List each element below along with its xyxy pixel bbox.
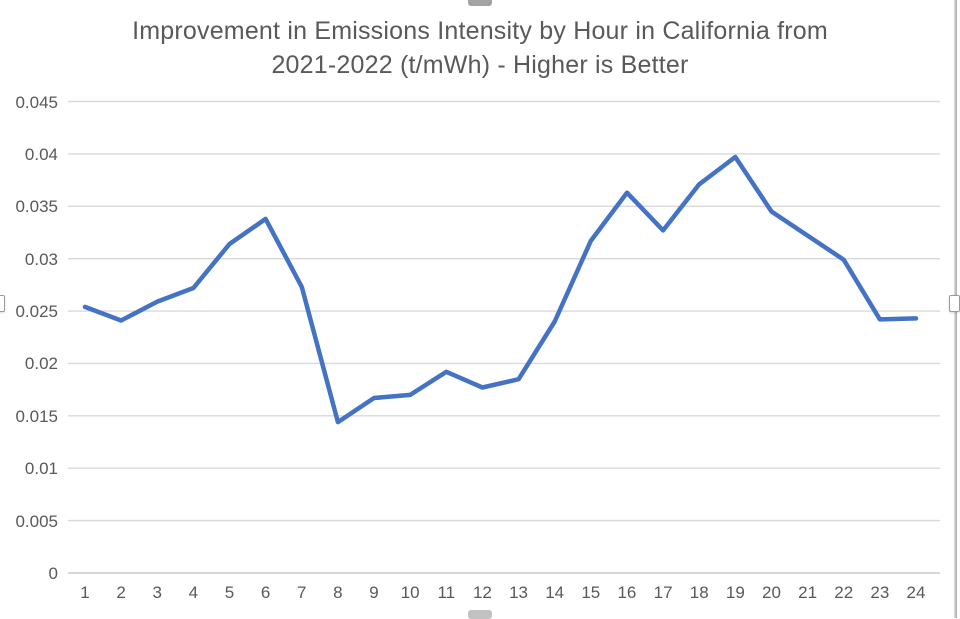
x-tick-label: 9 <box>369 583 379 602</box>
x-tick-label: 4 <box>188 583 199 602</box>
selection-handle-bottom[interactable] <box>468 610 492 619</box>
y-tick-label: 0.015 <box>15 406 58 426</box>
x-tick-label: 6 <box>260 583 271 602</box>
y-tick-label: 0.025 <box>15 302 58 322</box>
y-tick-label: 0.02 <box>24 354 58 374</box>
chart-title-line-1: Improvement in Emissions Intensity by Ho… <box>132 17 828 45</box>
x-tick-label: 11 <box>437 583 456 602</box>
x-tick-label: 17 <box>653 583 673 602</box>
x-tick-label: 13 <box>509 583 528 602</box>
y-tick-label: 0.035 <box>15 197 58 217</box>
x-tick-label: 21 <box>798 583 818 602</box>
x-tick-label: 23 <box>870 583 890 602</box>
x-tick-label: 14 <box>545 583 565 602</box>
x-tick-label: 19 <box>725 583 745 602</box>
selection-handle-top[interactable] <box>468 0 492 6</box>
x-tick-label: 2 <box>116 583 126 602</box>
x-tick-label: 5 <box>224 583 235 602</box>
y-tick-label: 0.01 <box>24 459 58 479</box>
emissions-line-series[interactable] <box>82 154 919 425</box>
y-tick-label: 0.03 <box>24 249 58 269</box>
x-tick-label: 20 <box>762 583 781 602</box>
x-tick-label: 22 <box>834 583 854 602</box>
x-tick-label: 15 <box>581 583 601 602</box>
y-tick-label: 0 <box>48 564 58 583</box>
x-tick-label: 10 <box>400 583 420 602</box>
chart-title-line-2: 2021-2022 (t/mWh) - Higher is Better <box>271 51 689 79</box>
y-tick-label: 0.045 <box>15 92 58 112</box>
selection-handle-left[interactable] <box>0 295 5 312</box>
x-tick-label: 18 <box>689 583 709 602</box>
x-tick-label: 7 <box>297 583 307 602</box>
x-tick-label: 16 <box>617 583 637 602</box>
y-tick-label: 0.005 <box>15 511 58 531</box>
x-tick-label: 8 <box>333 583 343 602</box>
y-tick-label: 0.04 <box>24 144 58 164</box>
x-tick-label: 12 <box>472 583 492 602</box>
x-tick-label: 24 <box>906 583 926 602</box>
x-tick-label: 1 <box>80 583 90 602</box>
selection-handle-right[interactable] <box>949 295 960 312</box>
x-tick-label: 3 <box>152 583 162 602</box>
chart-title: Improvement in Emissions Intensity by Ho… <box>0 14 960 82</box>
